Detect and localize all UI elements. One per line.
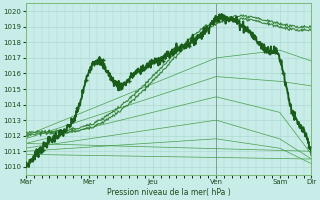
X-axis label: Pression niveau de la mer( hPa ): Pression niveau de la mer( hPa ) bbox=[107, 188, 230, 197]
